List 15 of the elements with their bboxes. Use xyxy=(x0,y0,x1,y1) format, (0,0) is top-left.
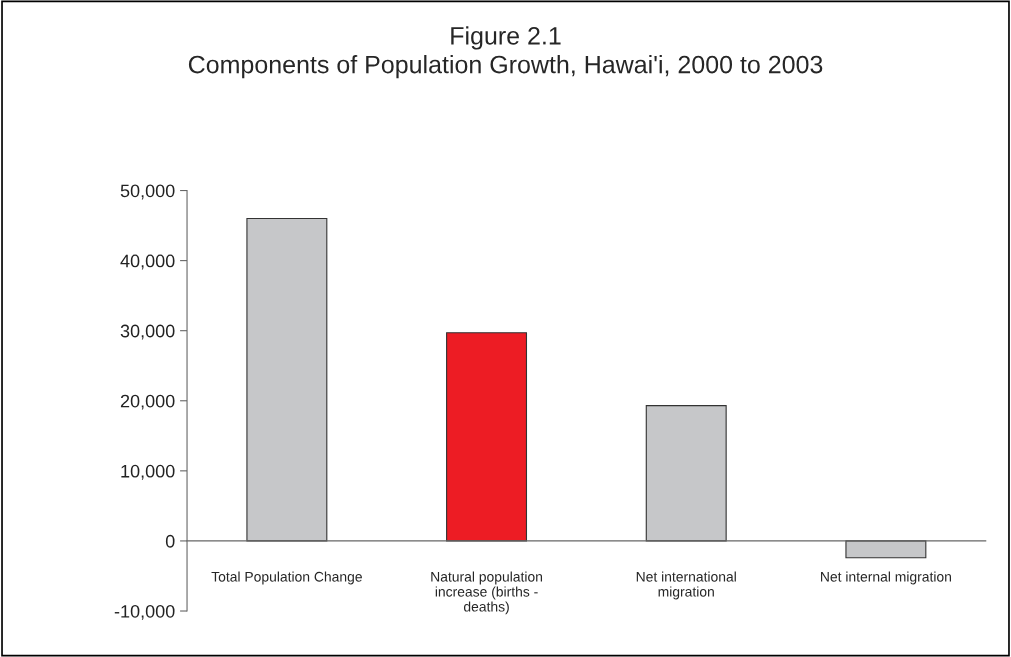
x-tick-label: Natural population increase (births - deaths) xyxy=(431,571,543,615)
y-tick-label: -10,000 xyxy=(114,604,175,620)
y-tick-label: 30,000 xyxy=(120,324,175,340)
bar xyxy=(645,405,727,542)
chart-title: Figure 2.1 Components of Population Growth, Hawai'i, 2000 to 2003 xyxy=(188,26,823,79)
bar xyxy=(246,218,328,542)
y-tick-label: 50,000 xyxy=(120,184,175,200)
y-tick-label: 0 xyxy=(165,534,175,548)
y-tick-label: 40,000 xyxy=(120,254,175,270)
x-tick-label: Net internal migration xyxy=(821,571,951,585)
y-tick-label: 10,000 xyxy=(121,464,175,480)
bar xyxy=(446,332,528,542)
x-tick-label: Total Population Change xyxy=(211,571,362,585)
y-tick-label: 20,000 xyxy=(120,394,175,410)
x-tick-label: Net international migration xyxy=(636,571,736,600)
